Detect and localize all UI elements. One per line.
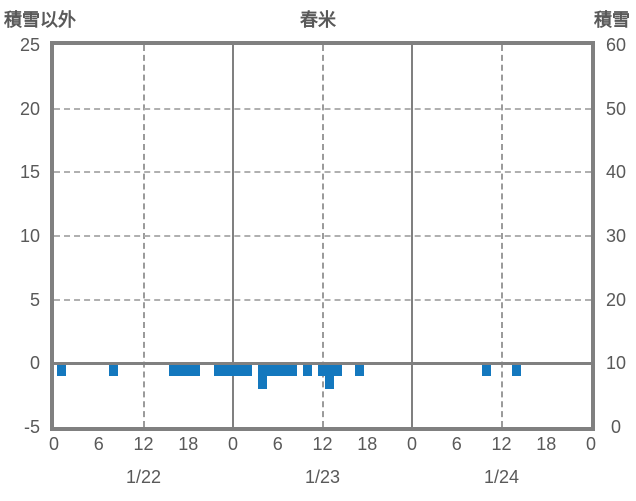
x-axis-tick-label: 18 (536, 434, 557, 454)
right-axis-tick-label: 40 (605, 162, 627, 183)
x-axis-date-label: 1/24 (483, 467, 520, 487)
x-axis-tick-label: 0 (48, 434, 59, 454)
x-axis-tick-label: 0 (585, 434, 596, 454)
data-bar (243, 364, 253, 377)
data-bar (482, 364, 492, 377)
right-axis-tick-label: 30 (605, 226, 627, 246)
left-axis-tick-label: 20 (19, 98, 40, 119)
x-axis-tick-label: 12 (133, 434, 154, 454)
right-axis-tick-label: 20 (605, 289, 627, 310)
x-axis-tick-label: 12 (491, 434, 512, 454)
x-axis-tick-label: 0 (406, 434, 417, 454)
data-bar (265, 364, 275, 377)
horizontal-gridline-dashed (54, 298, 591, 301)
data-bar (280, 364, 290, 377)
data-bar (56, 364, 66, 377)
left-axis-tick-label: -5 (23, 417, 40, 437)
data-bar (176, 364, 186, 377)
data-bar (183, 364, 193, 377)
data-bar (191, 364, 201, 377)
data-bar (258, 364, 268, 389)
left-axis-tick-label: 10 (19, 226, 40, 246)
data-bar (511, 364, 521, 377)
left-axis-title: 積雪以外 (4, 10, 76, 30)
right-axis-tick-label: 10 (605, 353, 627, 374)
horizontal-gridline-dashed (54, 107, 591, 110)
x-axis-date-label: 1/22 (125, 467, 162, 487)
horizontal-gridline-dashed (54, 235, 591, 237)
x-axis-tick-label: 6 (272, 434, 283, 454)
data-bar (228, 364, 238, 377)
x-axis-tick-label: 18 (357, 434, 378, 454)
left-axis-tick-label: 15 (19, 162, 40, 183)
data-bar (168, 364, 178, 377)
x-axis-tick-label: 6 (451, 434, 462, 454)
chart-title: 春米 (300, 10, 336, 30)
x-axis-tick-label: 12 (312, 434, 333, 454)
left-axis-tick-label: 5 (29, 289, 40, 310)
right-axis-tick-label: 60 (605, 35, 627, 55)
data-bar (213, 364, 223, 377)
data-bar (332, 364, 342, 377)
left-axis-tick-label: 25 (19, 35, 40, 55)
x-axis-date-label: 1/23 (304, 467, 341, 487)
data-bar (325, 364, 335, 389)
right-axis-tick-label: 50 (605, 98, 627, 119)
x-axis-tick-label: 0 (227, 434, 238, 454)
left-axis-tick-label: 0 (29, 353, 40, 374)
data-bar (273, 364, 283, 377)
data-bar (288, 364, 298, 377)
x-axis-tick-label: 18 (178, 434, 199, 454)
right-axis-tick-label: 0 (610, 417, 621, 437)
horizontal-gridline-dashed (54, 171, 591, 174)
x-axis-tick-label: 6 (93, 434, 104, 454)
right-axis-title: 積雪 (594, 10, 630, 30)
data-bar (109, 364, 119, 377)
plot-area (50, 41, 595, 431)
data-bar (318, 364, 327, 377)
zero-line (54, 361, 591, 365)
data-bar (235, 364, 245, 377)
data-bar (355, 364, 365, 377)
data-bar (221, 364, 231, 377)
data-bar (303, 364, 313, 377)
